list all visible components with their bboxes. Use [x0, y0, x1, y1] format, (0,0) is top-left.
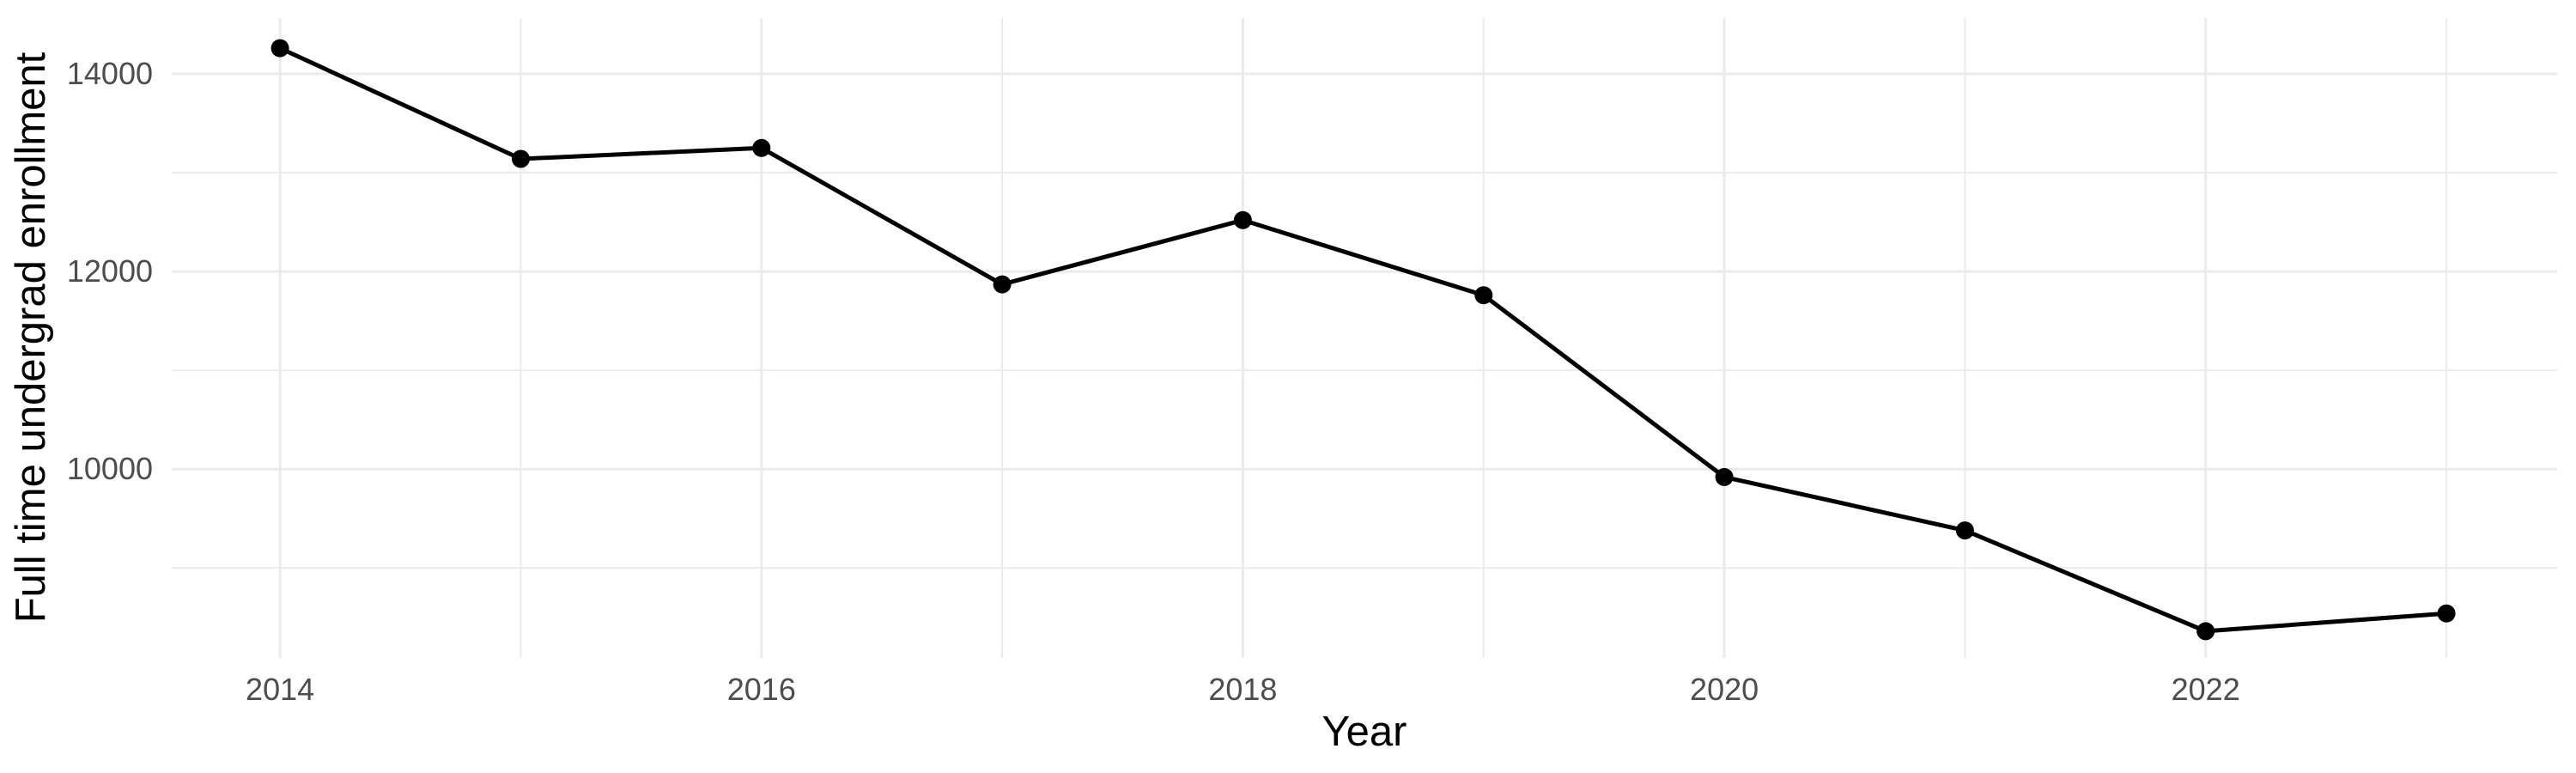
major-gridlines — [172, 18, 2557, 658]
x-axis-tick-labels: 2014 2016 2018 2020 2022 — [246, 672, 2240, 707]
data-series — [270, 39, 2456, 641]
x-tick-label-2018: 2018 — [1208, 672, 1277, 707]
data-point-2023 — [2437, 604, 2456, 623]
y-tick-label-14000: 14000 — [67, 56, 153, 91]
minor-gridlines — [172, 18, 2557, 658]
y-axis-title: Full time undergrad enrollment — [8, 52, 54, 623]
x-tick-label-2022: 2022 — [2172, 672, 2240, 707]
y-tick-label-12000: 12000 — [67, 253, 153, 289]
data-point-2016 — [752, 138, 771, 157]
data-point-2020 — [1715, 467, 1734, 486]
x-tick-label-2020: 2020 — [1690, 672, 1759, 707]
data-point-2019 — [1474, 286, 1493, 305]
data-point-2014 — [270, 39, 289, 58]
series-line — [277, 46, 2449, 634]
x-tick-label-2016: 2016 — [727, 672, 796, 707]
y-axis-tick-labels: 10000 12000 14000 — [67, 56, 153, 486]
data-point-2018 — [1233, 210, 1252, 229]
x-tick-label-2014: 2014 — [246, 672, 314, 707]
data-point-2017 — [993, 275, 1012, 294]
x-axis-title: Year — [1321, 709, 1406, 755]
data-point-2021 — [1955, 521, 1974, 540]
data-point-2022 — [2196, 622, 2215, 641]
y-tick-label-10000: 10000 — [67, 451, 153, 486]
data-point-2015 — [512, 149, 530, 168]
